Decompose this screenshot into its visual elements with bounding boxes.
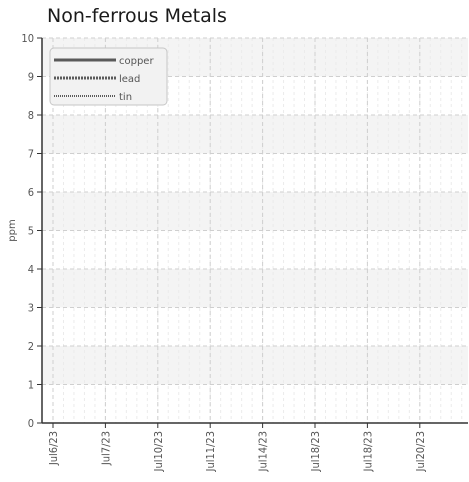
y-tick-label: 8	[28, 109, 34, 122]
background-band	[42, 192, 468, 231]
y-tick-label: 10	[21, 32, 34, 45]
x-tick-label: Jul11/23	[204, 431, 217, 472]
x-tick-label: Jul10/23	[152, 431, 165, 472]
x-tick-label: Jul14/23	[257, 431, 270, 472]
legend: copper lead tin	[49, 47, 168, 106]
y-tick-label: 7	[28, 148, 34, 161]
y-tick-label: 1	[28, 379, 34, 392]
y-tick-label: 2	[28, 340, 34, 353]
legend-label: tin	[119, 92, 132, 103]
x-tick-label: Jul6/23	[47, 431, 60, 466]
x-tick-label: Jul20/23	[414, 431, 427, 472]
y-tick-label: 3	[28, 302, 34, 315]
y-axis-label: ppm	[7, 219, 18, 241]
background-band	[42, 269, 468, 308]
legend-label: copper	[119, 56, 154, 67]
y-tick-label: 9	[28, 71, 34, 84]
y-tick-label: 4	[28, 263, 34, 276]
y-tick-label: 0	[28, 417, 34, 430]
y-tick-label: 5	[28, 225, 34, 238]
background-band	[42, 115, 468, 154]
y-tick-label: 6	[28, 186, 34, 199]
x-tick-label: Jul18/23	[361, 431, 374, 472]
x-tick-label: Jul7/23	[99, 431, 112, 466]
background-band	[42, 346, 468, 385]
x-tick-label: Jul18/23	[309, 431, 322, 472]
chart-title: Non-ferrous Metals	[47, 5, 227, 27]
legend-label: lead	[119, 74, 140, 85]
